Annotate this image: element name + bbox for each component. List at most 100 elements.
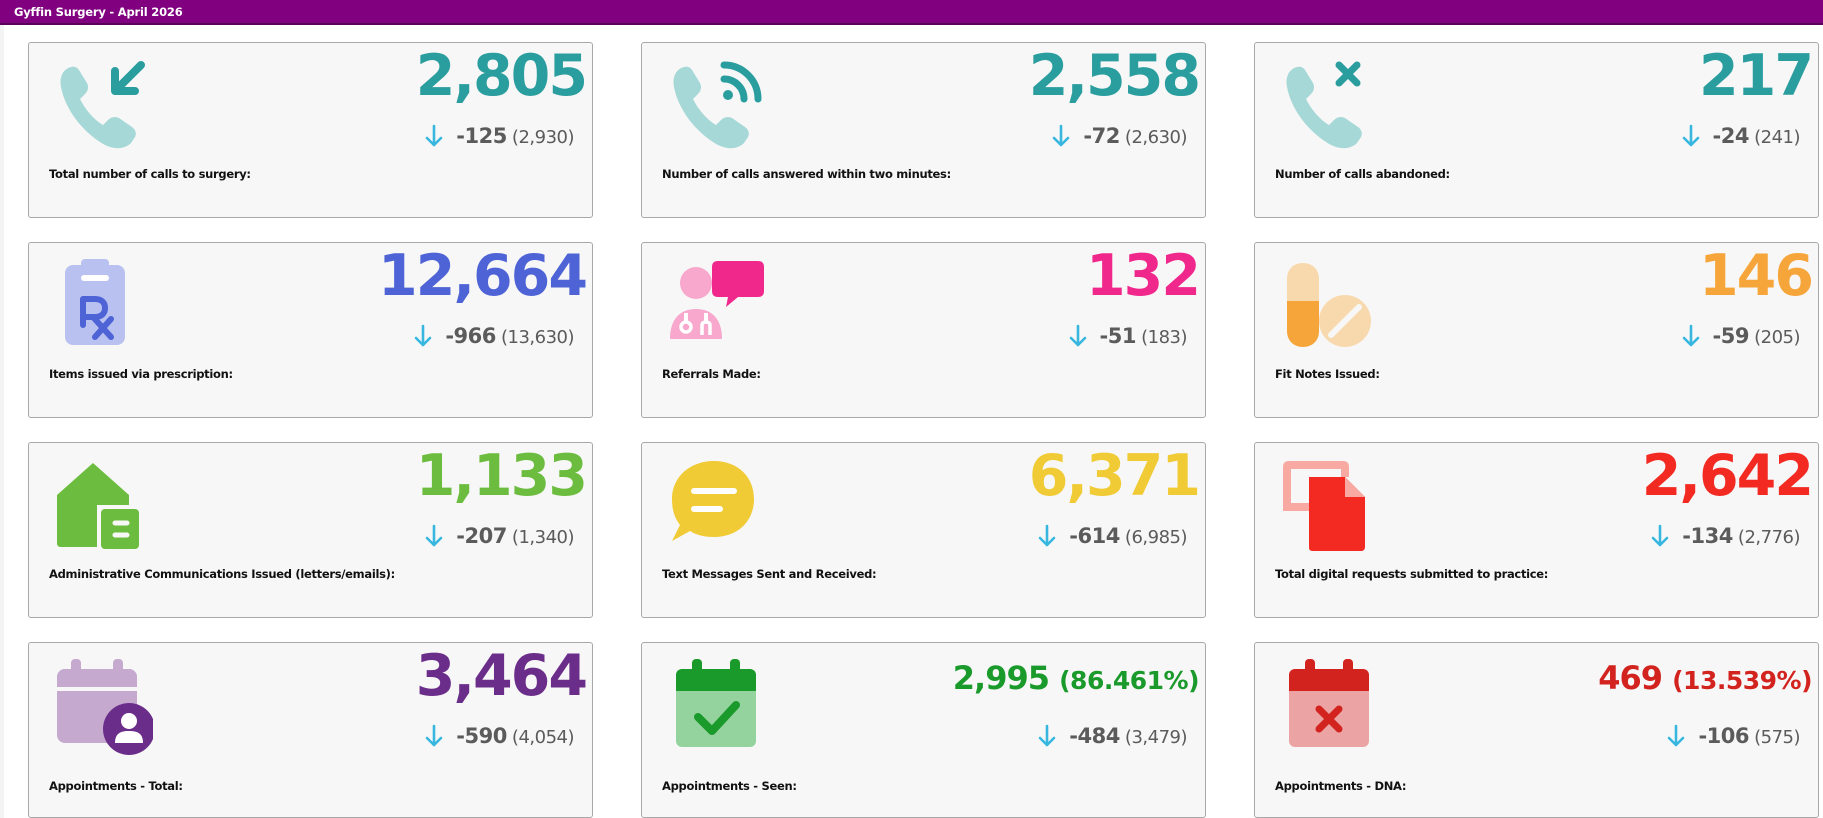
kpi-delta: -484 [1069,724,1120,748]
arrow-down-icon [1037,724,1057,748]
kpi-previous: (575) [1754,727,1800,748]
arrow-down-icon [413,324,433,348]
arrow-down-icon [1650,524,1670,548]
kpi-previous: (2,630) [1124,127,1188,148]
doctor-referral-icon [666,257,766,357]
kpi-value: 132 [1086,243,1201,309]
title-bar: Gyffin Surgery - April 2026 [0,0,1823,25]
kpi-value: 2,995 (86.461%) [952,657,1200,702]
kpi-value: 2,558 [1028,43,1201,109]
kpi-previous: (3,479) [1124,727,1188,748]
house-letter-icon [53,457,153,557]
kpi-previous: (241) [1754,127,1800,148]
kpi-change: -207 (1,340) [424,523,575,551]
kpi-delta: -134 [1682,524,1733,548]
kpi-change: -966 (13,630) [413,323,575,351]
kpi-card-appointments-dna: 469 (13.539%) -106 (575) Appointments - … [1254,642,1819,818]
kpi-card-appointments-total: 3,464 -590 (4,054) Appointments - Total: [28,642,593,818]
kpi-value-percent: (13.539%) [1672,666,1812,695]
kpi-delta: -966 [445,324,496,348]
kpi-label: Appointments - DNA: [1275,779,1407,793]
phone-incoming-icon [53,57,153,157]
kpi-label: Total digital requests submitted to prac… [1275,567,1549,581]
kpi-delta: -24 [1712,124,1750,148]
kpi-change: -24 (241) [1681,123,1800,151]
kpi-label: Administrative Communications Issued (le… [49,567,395,581]
kpi-delta: -614 [1069,524,1120,548]
kpi-value-number: 3,464 [415,643,588,709]
kpi-card-referrals: 132 -51 (183) Referrals Made: [641,242,1206,418]
kpi-label: Total number of calls to surgery: [49,167,251,181]
arrow-down-icon [1068,324,1088,348]
kpi-label: Referrals Made: [662,367,761,381]
pills-icon [1279,257,1379,357]
arrow-down-icon [1666,724,1686,748]
digital-request-icon [1279,457,1379,557]
chat-bubble-icon [666,457,766,557]
left-edge [0,25,4,818]
kpi-card-digital-requests: 2,642 -134 (2,776) Total digital request… [1254,442,1819,618]
page-title: Gyffin Surgery - April 2026 [14,5,183,19]
kpi-change: -51 (183) [1068,323,1187,351]
kpi-value: 146 [1699,243,1814,309]
kpi-label: Text Messages Sent and Received: [662,567,877,581]
kpi-value: 1,133 [415,443,588,509]
kpi-previous: (2,930) [511,127,575,148]
kpi-label: Number of calls abandoned: [1275,167,1450,181]
kpi-previous: (1,340) [511,527,575,548]
arrow-down-icon [1037,524,1057,548]
arrow-down-icon [1681,324,1701,348]
kpi-value: 469 (13.539%) [1598,657,1812,702]
kpi-change: -614 (6,985) [1037,523,1188,551]
kpi-value: 3,464 [415,641,588,722]
kpi-value-percent: (86.461%) [1059,666,1199,695]
kpi-change: -106 (575) [1666,723,1800,751]
arrow-down-icon [1681,124,1701,148]
kpi-card-text-messages: 6,371 -614 (6,985) Text Messages Sent an… [641,442,1206,618]
kpi-card-calls-abandoned: 217 -24 (241) Number of calls abandoned: [1254,42,1819,218]
kpi-value: 12,664 [378,243,588,309]
kpi-previous: (205) [1754,327,1800,348]
kpi-previous: (13,630) [500,327,575,348]
phone-answered-icon [666,57,766,157]
kpi-change: -72 (2,630) [1051,123,1188,151]
kpi-change: -134 (2,776) [1650,523,1801,551]
kpi-card-admin-comms: 1,133 -207 (1,340) Administrative Commun… [28,442,593,618]
arrow-down-icon [424,724,444,748]
kpi-delta: -106 [1698,724,1749,748]
kpi-value-number: 469 [1598,659,1663,697]
kpi-delta: -207 [456,524,507,548]
kpi-previous: (183) [1141,327,1187,348]
kpi-delta: -125 [456,124,507,148]
kpi-delta: -72 [1083,124,1120,148]
kpi-value-number: 2,995 [952,659,1050,697]
kpi-label: Appointments - Seen: [662,779,797,793]
arrow-down-icon [1051,124,1071,148]
kpi-delta: -590 [456,724,507,748]
arrow-down-icon [424,524,444,548]
kpi-value: 6,371 [1028,443,1201,509]
kpi-change: -59 (205) [1681,323,1800,351]
kpi-previous: (4,054) [511,727,575,748]
kpi-card-total-calls: 2,805 -125 (2,930) Total number of calls… [28,42,593,218]
kpi-delta: -59 [1712,324,1750,348]
calendar-check-icon [666,657,766,757]
phone-abandoned-icon [1279,57,1379,157]
kpi-delta: -51 [1099,324,1137,348]
kpi-card-calls-answered: 2,558 -72 (2,630) Number of calls answer… [641,42,1206,218]
kpi-previous: (6,985) [1124,527,1188,548]
kpi-change: -484 (3,479) [1037,723,1188,751]
kpi-label: Fit Notes Issued: [1275,367,1380,381]
kpi-value: 217 [1699,43,1814,109]
kpi-value: 2,805 [415,43,588,109]
kpi-previous: (2,776) [1737,527,1801,548]
kpi-card-fit-notes: 146 -59 (205) Fit Notes Issued: [1254,242,1819,418]
kpi-change: -590 (4,054) [424,723,575,751]
kpi-card-prescription-items: 12,664 -966 (13,630) Items issued via pr… [28,242,593,418]
kpi-card-appointments-seen: 2,995 (86.461%) -484 (3,479) Appointment… [641,642,1206,818]
calendar-cross-icon [1279,657,1379,757]
prescription-clipboard-icon [53,257,153,357]
calendar-user-icon [53,657,153,757]
kpi-label: Items issued via prescription: [49,367,233,381]
arrow-down-icon [424,124,444,148]
